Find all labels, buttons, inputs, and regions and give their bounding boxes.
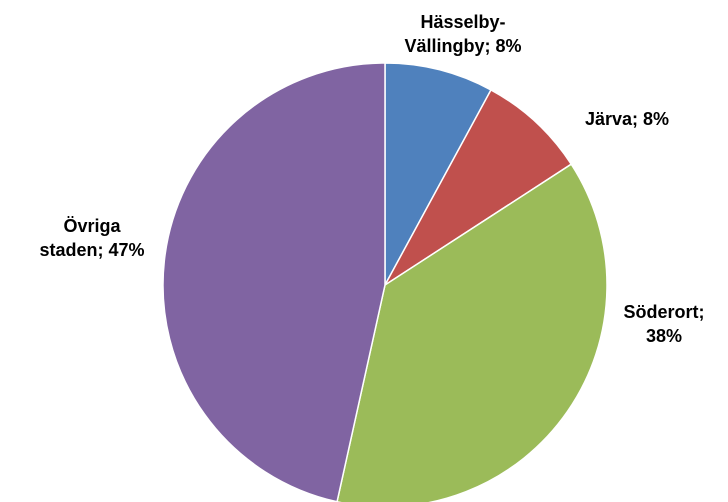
data-label-line: 38%: [646, 326, 682, 346]
pie-slice-soderort: [336, 163, 608, 502]
data-label-line: Övriga: [63, 216, 121, 236]
data-label-soderort: Söderort; 38%: [624, 302, 705, 346]
data-label-jarva: Järva; 8%: [585, 109, 669, 129]
data-label-hasselby-vallingby: Hässelby- Vällingby; 8%: [404, 12, 521, 56]
data-labels: Hässelby- Vällingby; 8% Järva; 8% Söderort;…: [39, 12, 704, 346]
data-label-line: Vällingby; 8%: [404, 36, 521, 56]
data-label-line: staden; 47%: [39, 240, 144, 260]
data-label-line: Järva; 8%: [585, 109, 669, 129]
data-label-line: Hässelby-: [420, 12, 505, 32]
pie-slice-jarva: [384, 88, 573, 286]
pie-slice-hasselby-vallingby: [384, 62, 492, 286]
pie-slices: [162, 62, 608, 502]
data-label-ovriga-staden: Övriga staden; 47%: [39, 216, 144, 260]
data-label-line: Söderort;: [624, 302, 705, 322]
pie-slice-ovriga-staden: [162, 62, 386, 502]
